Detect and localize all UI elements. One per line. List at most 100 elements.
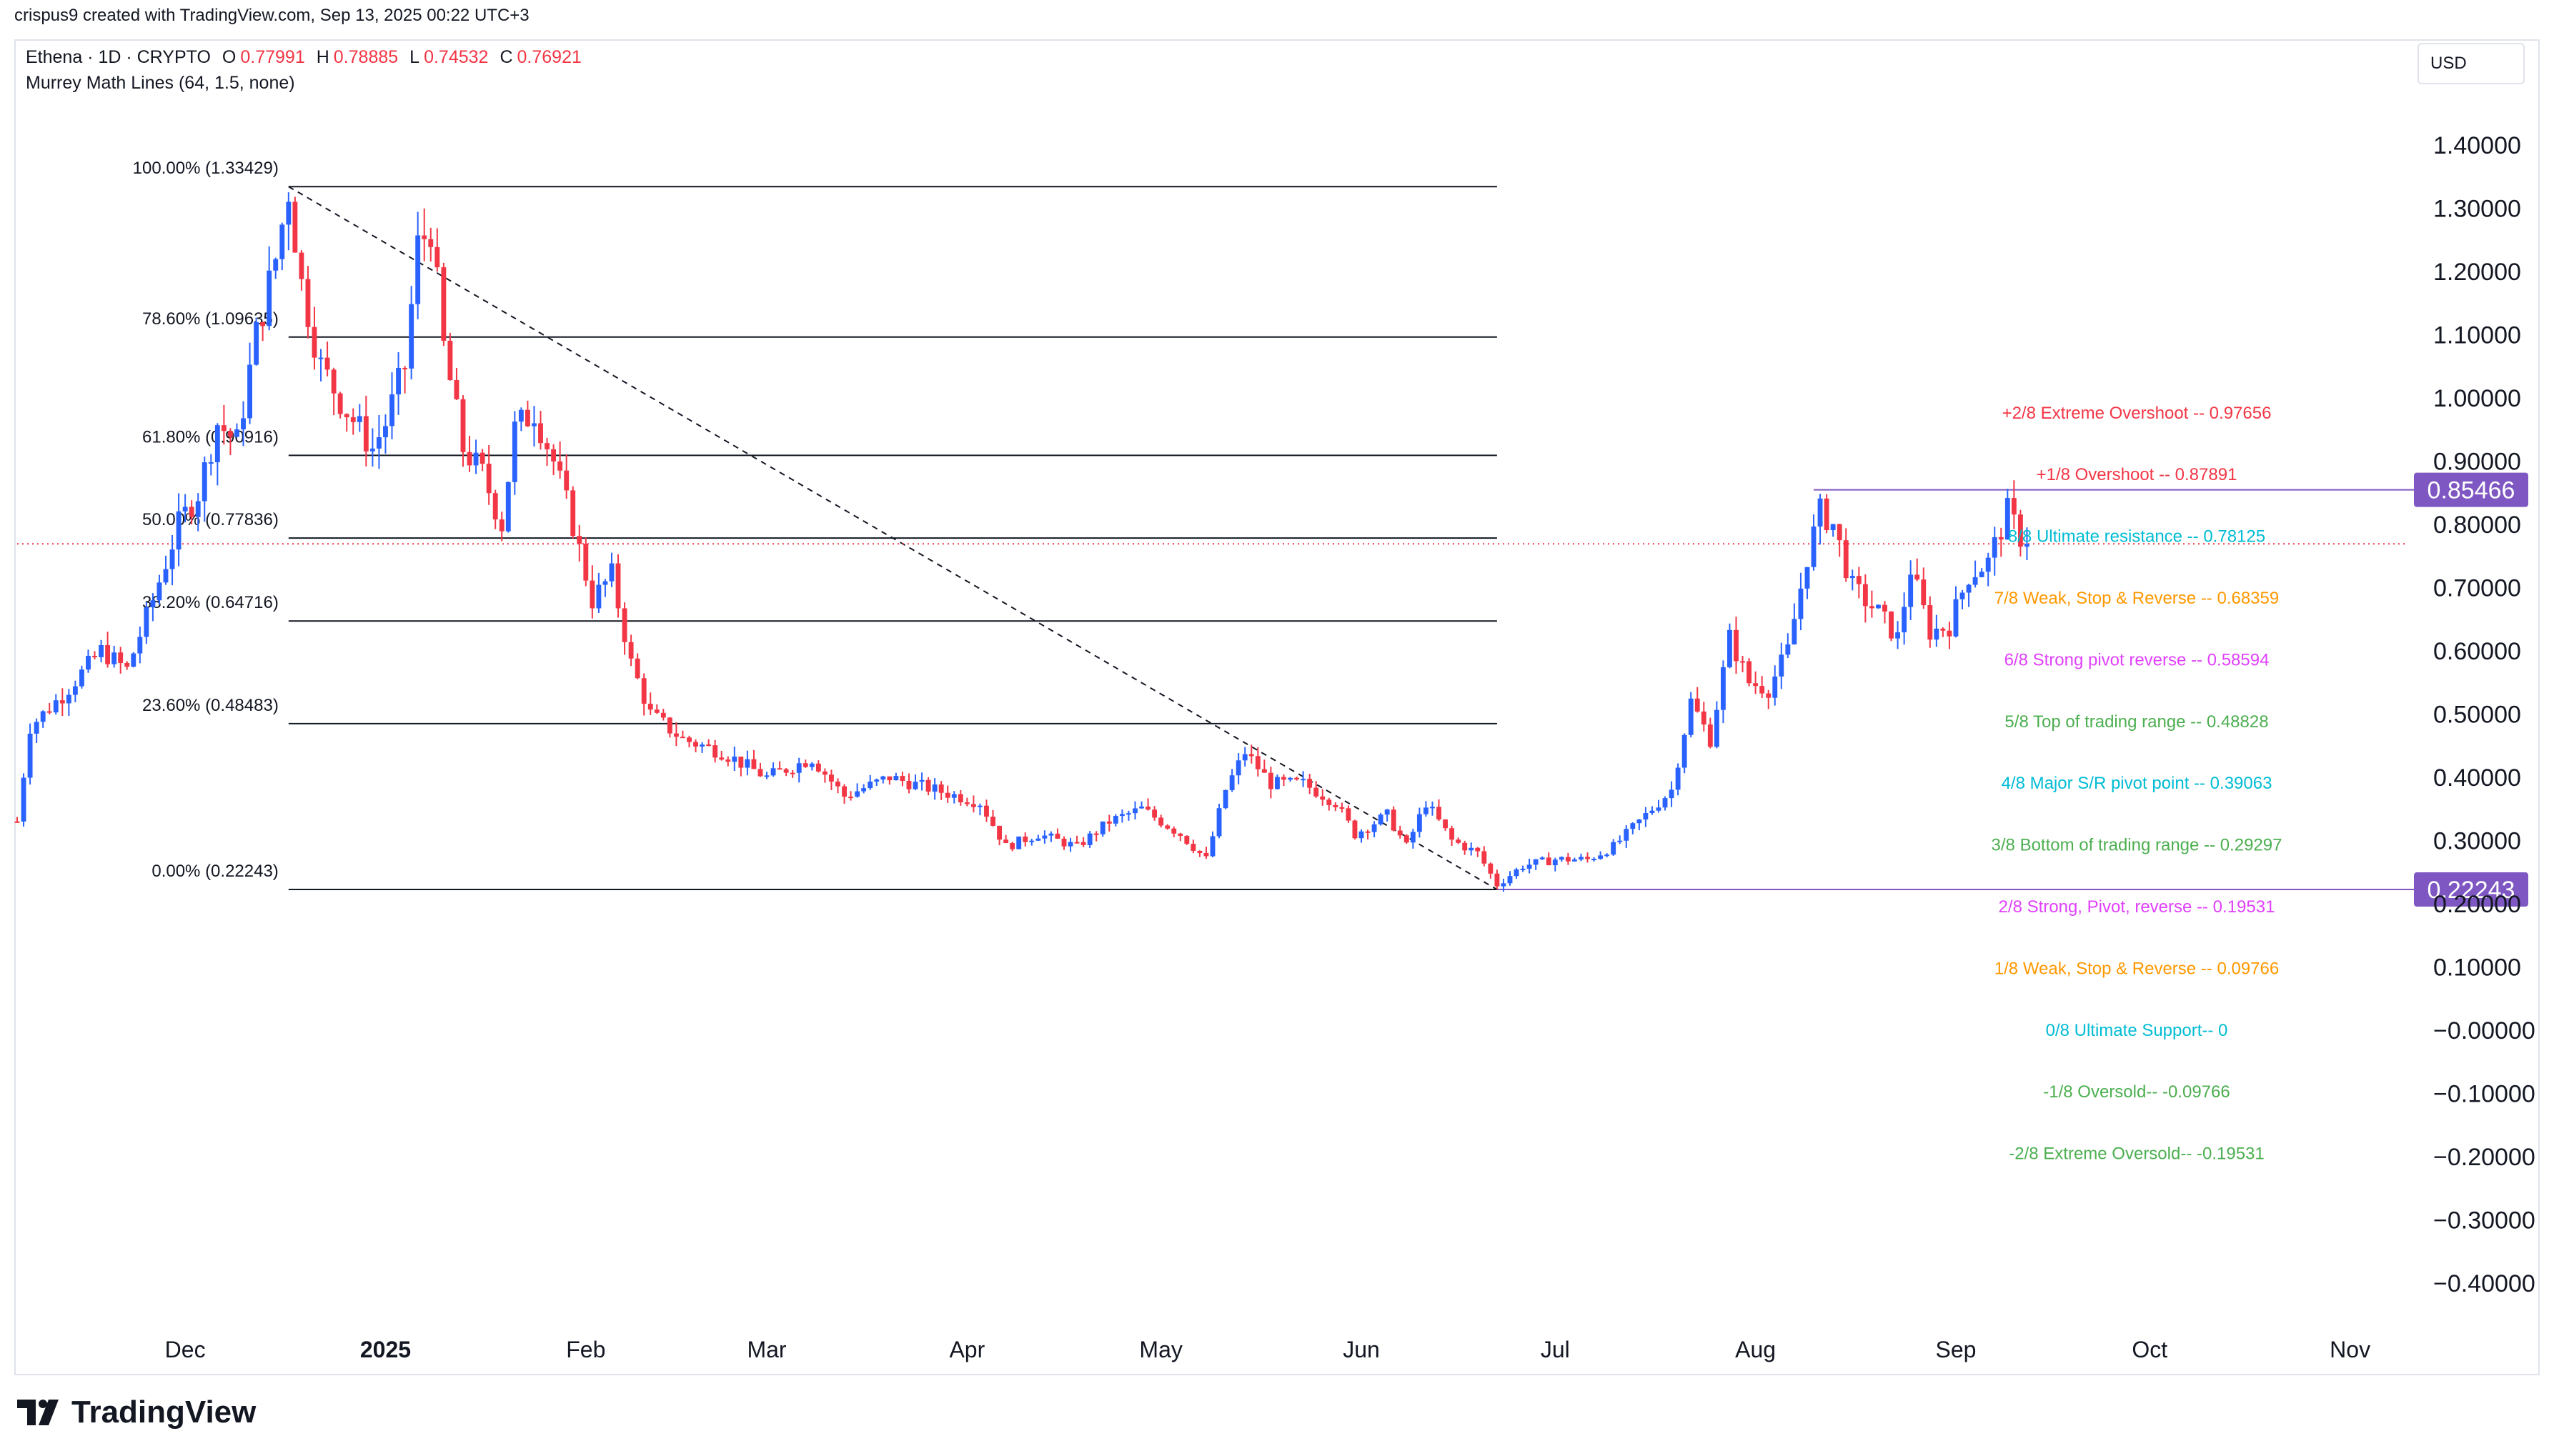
candle — [590, 565, 595, 619]
candle — [842, 784, 847, 804]
candle — [700, 742, 705, 753]
y-axis-tick-label: 1.10000 — [2433, 322, 2521, 349]
candle — [654, 704, 660, 714]
x-axis-tick-label: Aug — [1735, 1337, 1776, 1362]
candle-body — [1927, 605, 1933, 640]
candle-body — [1223, 789, 1228, 809]
candle — [241, 401, 246, 447]
tradingview-logo[interactable]: TradingView — [17, 1395, 256, 1430]
candle-body — [234, 429, 239, 437]
candle-body — [66, 694, 71, 704]
candle-body — [1288, 777, 1293, 780]
candle-body — [1630, 823, 1636, 829]
trendline-layer — [288, 186, 1498, 890]
candle — [815, 760, 821, 773]
candle — [1010, 842, 1015, 852]
candle-body — [1598, 855, 1604, 859]
candle-body — [551, 449, 557, 462]
candle — [835, 778, 840, 794]
legend-low-value: 0.74532 — [424, 47, 489, 67]
candle — [1191, 839, 1196, 854]
candle-body — [1972, 577, 1978, 585]
candle-body — [706, 744, 712, 747]
candle-body — [1585, 857, 1590, 859]
candle — [1714, 701, 1719, 749]
candle-body — [770, 768, 776, 776]
candle — [1352, 819, 1358, 840]
candle-body — [14, 821, 20, 823]
candle — [1268, 767, 1273, 799]
candle-body — [1940, 628, 1946, 631]
candle — [1824, 494, 1829, 534]
candle — [376, 415, 382, 469]
candle-body — [105, 644, 111, 664]
candle-body — [221, 425, 227, 432]
candle-body — [1055, 833, 1060, 839]
chart-frame — [14, 39, 2540, 1375]
candle-body — [79, 669, 84, 687]
candle — [234, 423, 239, 438]
candle-body — [182, 507, 188, 512]
candle — [900, 772, 905, 787]
candle-body — [538, 423, 543, 444]
candle — [428, 227, 434, 262]
candle — [441, 262, 447, 346]
candle-body — [628, 642, 634, 659]
candle-body — [27, 733, 33, 778]
candle-body — [46, 711, 52, 713]
candle-body — [1261, 769, 1267, 773]
candle — [1456, 837, 1461, 844]
candle-body — [1029, 840, 1035, 842]
candle-body — [1197, 850, 1203, 853]
murrey-level-label: -1/8 Oversold-- -0.09766 — [2043, 1082, 2230, 1102]
candle-body — [783, 769, 789, 773]
candle — [1029, 839, 1035, 846]
candle-body — [1707, 724, 1713, 747]
candle-body — [1520, 868, 1526, 870]
candle — [318, 349, 324, 382]
candle — [913, 774, 918, 790]
candle — [208, 454, 214, 476]
candle — [803, 759, 808, 768]
legend-symbol[interactable]: Ethena · 1D · CRYPTO — [26, 47, 211, 67]
candle — [538, 411, 543, 450]
candle — [1301, 771, 1306, 787]
candle — [777, 761, 782, 770]
candle-body — [1849, 576, 1855, 579]
candle — [564, 454, 570, 499]
candle-body — [137, 637, 143, 654]
candle — [1837, 524, 1842, 557]
candle — [415, 211, 421, 319]
price-label-box — [2414, 872, 2528, 907]
candle — [880, 775, 886, 784]
candle — [1902, 592, 1907, 645]
candle-body — [596, 584, 602, 609]
legend-indicator-label: Murrey Math Lines (64, 1.5, none) — [26, 73, 295, 93]
murrey-level-label: 6/8 Strong pivot reverse -- 0.58594 — [2004, 650, 2270, 669]
candle — [79, 665, 84, 689]
candle-body — [1010, 843, 1015, 849]
candle — [1178, 832, 1183, 842]
candle — [1384, 809, 1390, 822]
candle — [163, 555, 169, 585]
candle — [1849, 569, 1855, 591]
candle-body — [1119, 814, 1125, 817]
y-axis: 1.40000 1.30000 1.20000 1.10000 1.00000 0.900… — [2433, 132, 2535, 1297]
candle-body — [1882, 604, 1887, 612]
currency-selector[interactable]: USD — [2418, 43, 2525, 84]
candle-body — [1481, 851, 1487, 864]
candle — [1106, 814, 1112, 832]
candle-body — [1236, 760, 1241, 776]
candle — [46, 702, 52, 714]
candle — [156, 574, 162, 605]
candle-body — [1714, 709, 1719, 747]
candle-body — [719, 757, 725, 760]
fibonacci-retracement: 100.00% (1.33429)78.60% (1.09635)61.80% … — [133, 159, 1497, 891]
candle — [809, 762, 815, 771]
fib-level-label: 38.20% (0.64716) — [142, 593, 279, 612]
candle — [396, 351, 401, 415]
candle — [790, 769, 795, 778]
candle — [628, 634, 634, 667]
legend-indicator[interactable]: Murrey Math Lines (64, 1.5, none) — [26, 73, 295, 94]
